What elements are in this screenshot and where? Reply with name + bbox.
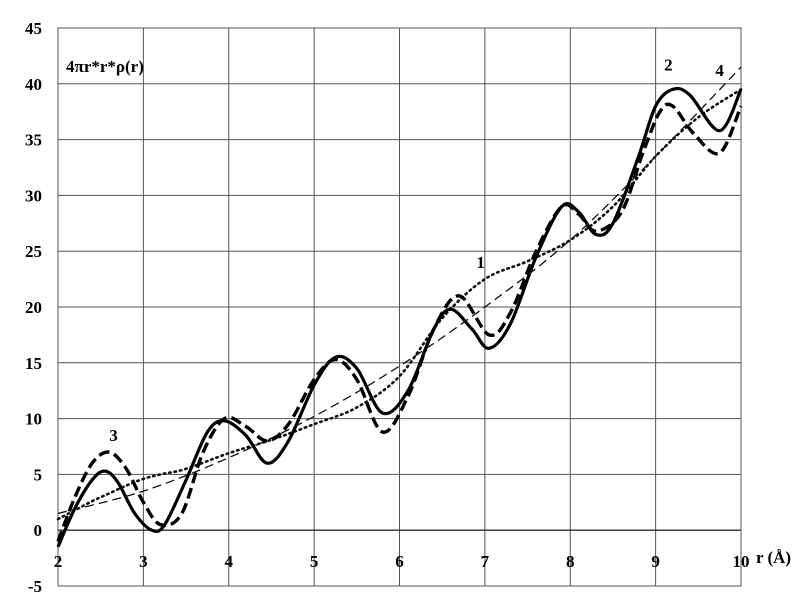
- y-tick-label: 40: [25, 75, 42, 94]
- y-axis-label: 4πr*r*ρ(r): [66, 57, 144, 76]
- series-annotations: 1 2 3 4: [109, 55, 724, 445]
- x-tick-label: 10: [733, 552, 750, 571]
- y-tick-label: 30: [25, 186, 42, 205]
- y-tick-label: 35: [25, 131, 42, 150]
- y-tick-label: 20: [25, 298, 42, 317]
- y-tick-label: -5: [28, 577, 42, 594]
- x-tick-label: 2: [54, 552, 63, 571]
- series-annotation: 4: [715, 61, 724, 80]
- x-tick-label: 5: [310, 552, 319, 571]
- y-tick-labels: -5 0 5 10 15 20 25 30 35 40 45: [25, 19, 42, 594]
- x-tick-label: 8: [566, 552, 575, 571]
- x-tick-label: 3: [139, 552, 148, 571]
- series-line-3: [56, 102, 743, 542]
- y-tick-label: 15: [25, 354, 42, 373]
- series-annotation: 3: [109, 426, 118, 445]
- y-tick-label: 45: [25, 19, 42, 38]
- y-tick-label: 25: [25, 242, 42, 261]
- x-tick-label: 7: [481, 552, 490, 571]
- series-lines: [56, 66, 743, 548]
- series-line-2: [56, 86, 743, 548]
- x-tick-label: 6: [395, 552, 404, 571]
- grid-lines: [57, 27, 742, 587]
- y-tick-label: 10: [25, 410, 42, 429]
- x-tick-label: 9: [651, 552, 660, 571]
- series-annotation: 2: [664, 55, 673, 74]
- x-tick-label: 4: [225, 552, 234, 571]
- x-tick-labels: 2 3 4 5 6 7 8 9 10: [54, 552, 750, 571]
- y-tick-label: 5: [34, 465, 43, 484]
- x-axis-label: r (Å): [756, 548, 791, 567]
- y-tick-label: 0: [34, 521, 43, 540]
- series-annotation: 1: [476, 253, 485, 272]
- series-line-1: [56, 88, 743, 521]
